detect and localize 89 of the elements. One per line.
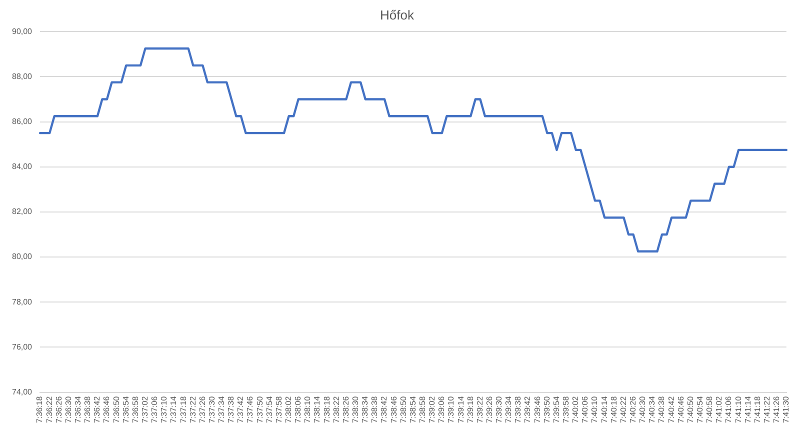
x-tick-label: 7:41:26	[772, 396, 782, 424]
x-tick-label: 7:36:18	[35, 396, 44, 424]
x-tick-label: 7:38:10	[303, 396, 312, 424]
x-tick-label: 7:36:58	[130, 396, 140, 424]
x-tick-label: 7:36:42	[92, 396, 102, 424]
y-tick-label: 88,00	[12, 72, 33, 81]
x-tick-label: 7:40:58	[705, 396, 714, 424]
x-tick-label: 7:36:50	[112, 396, 121, 424]
x-tick-label: 7:37:42	[236, 396, 246, 424]
x-tick-label: 7:40:06	[580, 396, 590, 424]
y-tick-label: 84,00	[12, 162, 33, 172]
x-tick-label: 7:37:30	[207, 396, 216, 424]
x-tick-label: 7:41:18	[752, 396, 762, 424]
x-tick-label: 7:38:34	[360, 396, 370, 424]
x-tick-label: 7:39:06	[437, 396, 446, 424]
x-tick-label: 7:40:42	[666, 396, 676, 424]
x-tick-label: 7:38:02	[284, 396, 294, 424]
x-tick-label: 7:38:42	[380, 396, 389, 424]
x-tick-label: 7:36:30	[64, 396, 73, 424]
x-tick-label: 7:39:14	[456, 396, 466, 424]
y-tick-label: 82,00	[12, 207, 33, 216]
x-tick-label: 7:40:34	[648, 396, 657, 424]
x-tick-label: 7:38:06	[294, 396, 303, 424]
x-tick-label: 7:39:46	[532, 396, 542, 424]
x-tick-label: 7:37:58	[274, 396, 284, 424]
x-tick-label: 7:37:38	[226, 396, 236, 424]
x-tick-label: 7:36:22	[44, 396, 54, 424]
x-tick-label: 7:40:46	[676, 396, 686, 424]
x-tick-label: 7:39:18	[466, 396, 475, 424]
x-tick-label: 7:38:22	[332, 396, 341, 424]
x-tick-label: 7:37:46	[246, 396, 255, 424]
x-tick-label: 7:41:06	[724, 396, 734, 424]
x-tick-label: 7:40:26	[628, 396, 638, 424]
x-tick-label: 7:37:34	[217, 396, 226, 424]
x-tick-label: 7:41:22	[762, 396, 772, 424]
x-tick-label: 7:38:38	[370, 396, 380, 424]
x-tick-label: 7:40:02	[571, 396, 580, 424]
x-tick-label: 7:41:10	[734, 396, 743, 424]
x-tick-label: 7:37:18	[178, 396, 188, 424]
x-tick-label: 7:40:14	[600, 396, 609, 424]
y-tick-label: 90,00	[12, 26, 33, 36]
x-tick-label: 7:40:38	[657, 396, 666, 424]
y-tick-label: 86,00	[12, 116, 33, 126]
x-tick-label: 7:41:02	[714, 396, 724, 424]
x-tick-label: 7:38:46	[389, 396, 398, 424]
x-tick-label: 7:38:26	[341, 396, 350, 424]
x-tick-label: 7:41:14	[743, 396, 752, 424]
x-tick-label: 7:39:58	[562, 396, 571, 424]
x-tick-label: 7:39:38	[514, 396, 523, 424]
x-tick-label: 7:37:14	[169, 396, 178, 424]
x-tick-label: 7:36:38	[83, 396, 92, 424]
x-tick-label: 7:38:54	[408, 396, 418, 424]
x-tick-label: 7:37:26	[198, 396, 207, 424]
x-tick-label: 7:37:54	[264, 396, 274, 424]
x-tick-label: 7:37:22	[188, 396, 198, 424]
x-tick-label: 7:36:34	[74, 396, 82, 424]
x-tick-label: 7:38:30	[351, 396, 360, 424]
x-tick-label: 7:37:02	[140, 396, 150, 424]
chart-title: Hőfok	[380, 7, 414, 22]
x-tick-label: 7:39:34	[504, 396, 514, 424]
x-tick-label: 7:36:54	[121, 396, 130, 424]
x-tick-label: 7:37:10	[160, 396, 169, 424]
x-tick-label: 7:38:50	[398, 396, 408, 424]
x-tick-label: 7:40:10	[590, 396, 600, 424]
x-tick-label: 7:40:22	[618, 396, 628, 424]
y-tick-label: 80,00	[12, 252, 33, 262]
y-tick-label: 74,00	[12, 388, 33, 397]
x-tick-label: 7:39:02	[428, 396, 437, 424]
x-tick-label: 7:39:30	[494, 396, 504, 424]
x-tick-label: 7:39:22	[475, 396, 484, 424]
x-tick-label: 7:39:50	[542, 396, 552, 424]
x-tick-label: 7:40:50	[686, 396, 695, 424]
x-tick-label: 7:40:30	[638, 396, 648, 424]
x-tick-label: 7:38:18	[322, 396, 332, 424]
x-tick-label: 7:40:54	[695, 396, 704, 424]
x-tick-label: 7:38:58	[418, 396, 427, 424]
x-tick-label: 7:36:46	[102, 396, 112, 424]
x-tick-label: 7:39:54	[552, 396, 561, 424]
x-tick-label: 7:36:26	[54, 396, 64, 424]
x-tick-label: 7:40:18	[609, 396, 618, 424]
x-tick-label: 7:38:14	[312, 396, 322, 424]
x-tick-label: 7:39:10	[446, 396, 456, 424]
y-tick-label: 78,00	[12, 297, 33, 306]
x-tick-label: 7:39:42	[523, 396, 532, 424]
x-tick-label: 7:41:30	[782, 396, 791, 424]
x-tick-label: 7:39:26	[484, 396, 494, 424]
x-tick-label: 7:37:06	[150, 396, 160, 424]
x-tick-label: 7:37:50	[255, 396, 264, 424]
y-tick-label: 76,00	[12, 342, 33, 352]
